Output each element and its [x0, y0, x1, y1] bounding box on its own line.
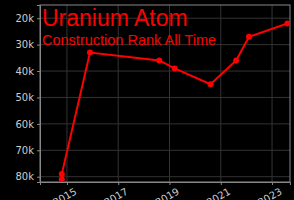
y-tick: 80k [15, 171, 40, 182]
data-point [233, 57, 239, 63]
x-tick: 2015 [51, 182, 79, 200]
y-tick: 30k [15, 39, 40, 50]
grid-line [272, 5, 273, 182]
data-point [208, 81, 214, 87]
chart: 20k 30k 40k 50k 60k 70k 80k 2015 2017 2019 2021 202… [0, 0, 294, 200]
y-tick: 70k [15, 145, 40, 156]
tick-label: 2019 [154, 186, 182, 200]
tick-label: 2017 [102, 186, 130, 200]
plot-frame [40, 5, 290, 182]
plot: 20k 30k 40k 50k 60k 70k 80k 2015 2017 2019 2021 202… [15, 5, 290, 200]
data-point [246, 34, 252, 40]
grid-line [40, 71, 290, 72]
axis-line [41, 183, 291, 186]
tick-label: 60k [15, 119, 34, 130]
grid [40, 5, 290, 182]
grid-line [220, 5, 221, 182]
y-axis: 20k 30k 40k 50k 60k 70k 80k [15, 6, 40, 183]
title: Uranium Atom [42, 5, 188, 31]
tick-label: 2015 [51, 186, 79, 200]
tick-label: 2021 [205, 186, 233, 200]
subtitle: Construction Rank All Time [42, 32, 216, 48]
data-point [156, 57, 162, 63]
x-axis: 2015 2017 2019 2021 2023 [41, 182, 291, 200]
tick-label: 20k [15, 13, 34, 24]
tick-label: 50k [15, 92, 34, 103]
tick-label: 80k [15, 171, 34, 182]
grid-line [40, 97, 290, 98]
x-tick: 2017 [102, 182, 130, 200]
y-tick: 60k [15, 119, 40, 130]
tick-label: 40k [15, 66, 34, 77]
grid-line [40, 123, 290, 124]
x-tick: 2019 [154, 182, 182, 200]
x-tick: 2021 [205, 182, 233, 200]
y-tick: 40k [15, 66, 40, 77]
data-point [59, 171, 65, 177]
data-point [87, 50, 93, 56]
tick-label: 70k [15, 145, 34, 156]
y-tick: 50k [15, 92, 40, 103]
x-tick: 2023 [256, 182, 284, 200]
tick-label: 30k [15, 39, 34, 50]
data-point [284, 20, 290, 26]
grid-line [40, 176, 290, 177]
data-point [59, 176, 65, 182]
data-point [172, 65, 178, 71]
grid-line [40, 150, 290, 151]
y-tick: 20k [15, 13, 40, 24]
tick-label: 2023 [256, 186, 284, 200]
